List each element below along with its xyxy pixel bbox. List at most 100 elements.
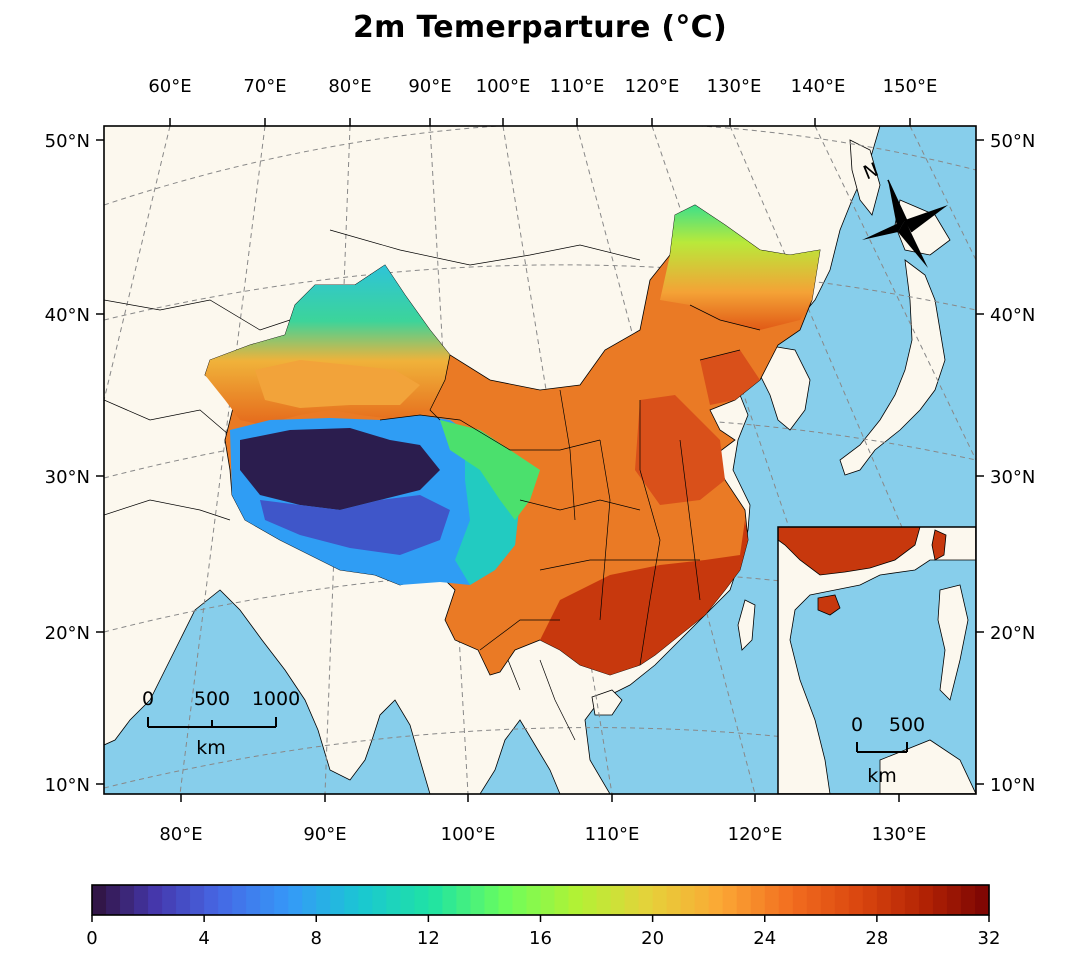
land-hainan <box>591 689 623 716</box>
colorbar-cell <box>820 885 836 915</box>
lat-label: 20°N <box>45 623 90 644</box>
colorbar-cell <box>596 885 612 915</box>
scale-bar: 0 500 1000 km <box>142 688 300 759</box>
land-korea <box>759 344 811 431</box>
inset-china-hot <box>778 527 921 576</box>
colorbar-ticks: 0 4 8 12 16 20 24 28 32 <box>86 915 1000 949</box>
colorbar-cell <box>120 885 135 915</box>
land-sakhalin <box>849 139 881 216</box>
colorbar-cell <box>862 885 878 915</box>
colorbar-cell <box>470 885 486 915</box>
colorbar-cell <box>792 885 808 915</box>
inset-panel <box>777 526 976 794</box>
colorbar-cell <box>162 885 177 915</box>
colorbar-cell <box>148 885 163 915</box>
colorbar-cell <box>106 885 121 915</box>
lon-label: 80°E <box>159 824 202 845</box>
lat-label: 30°N <box>990 467 1035 488</box>
lon-label: 120°E <box>728 824 783 845</box>
colorbar-cell <box>778 885 794 915</box>
colorbar-cell <box>484 885 500 915</box>
lon-label: 140°E <box>791 76 846 97</box>
colorbar-tick-label: 0 <box>86 928 97 949</box>
colorbar-cell <box>722 885 738 915</box>
frame-ticks <box>96 118 984 802</box>
colorbar-cell <box>260 885 275 915</box>
colorbar-tick-label: 12 <box>417 928 440 949</box>
top-lon-labels: 60°E 70°E 80°E 90°E 100°E 110°E 120°E 13… <box>148 76 937 97</box>
lon-label: 100°E <box>476 76 531 97</box>
colorbar-tick-label: 4 <box>198 928 209 949</box>
colorbar-cell <box>932 885 948 915</box>
lat-label: 10°N <box>990 775 1035 796</box>
lon-label: 90°E <box>303 824 346 845</box>
colorbar-cell <box>918 885 934 915</box>
colorbar-cell <box>666 885 682 915</box>
inset-hainan <box>817 594 841 616</box>
colorbar-cell <box>638 885 654 915</box>
colorbar-cell <box>610 885 626 915</box>
lat-label: 10°N <box>45 775 90 796</box>
lon-label: 70°E <box>243 76 286 97</box>
country-borders <box>104 229 641 741</box>
colorbar-cell <box>624 885 640 915</box>
inset-scale-tick: 500 <box>889 714 925 736</box>
colorbar-cell <box>134 885 149 915</box>
colorbar-cell <box>694 885 710 915</box>
lon-label: 60°E <box>148 76 191 97</box>
colorbar-cell <box>946 885 962 915</box>
colorbar-cell <box>190 885 205 915</box>
lon-label: 80°E <box>328 76 371 97</box>
scale-bar-unit: km <box>196 737 226 759</box>
colorbar-cell <box>582 885 598 915</box>
province-borders <box>379 304 761 666</box>
colorbar-cells <box>92 885 990 915</box>
qinghai <box>440 420 540 520</box>
land-japan <box>839 259 946 476</box>
lat-label: 40°N <box>990 305 1035 326</box>
tibet-mid <box>260 495 450 555</box>
colorbar-cell <box>736 885 752 915</box>
colorbar-cell <box>428 885 443 915</box>
lon-label: 130°E <box>707 76 762 97</box>
colorbar-cell <box>386 885 401 915</box>
northeast-cool <box>660 205 820 330</box>
land-taiwan <box>737 599 756 651</box>
colorbar-cell <box>512 885 528 915</box>
inset-scale-unit: km <box>867 765 897 787</box>
lon-label: 100°E <box>441 824 496 845</box>
colorbar-cell <box>372 885 387 915</box>
inset-borneo <box>879 739 976 794</box>
colorbar-cell <box>960 885 976 915</box>
lon-label: 130°E <box>872 824 927 845</box>
colorbar-tick-label: 20 <box>641 928 664 949</box>
colorbar-tick-label: 28 <box>865 928 888 949</box>
colorbar-tick-label: 32 <box>978 928 1001 949</box>
colorbar-cell <box>498 885 514 915</box>
colorbar-cell <box>92 885 107 915</box>
colorbar-tick-label: 24 <box>753 928 776 949</box>
colorbar-cell <box>176 885 191 915</box>
colorbar-cell <box>680 885 696 915</box>
colorbar-cell <box>400 885 415 915</box>
colorbar-cell <box>890 885 906 915</box>
colorbar-cell <box>848 885 864 915</box>
left-lat-labels: 50°N 40°N 30°N 20°N 10°N <box>45 131 90 796</box>
colorbar-cell <box>358 885 373 915</box>
colorbar-cell <box>232 885 247 915</box>
map-title: 2m Temerparture (°C) <box>352 10 728 45</box>
colorbar-cell <box>414 885 429 915</box>
colorbar-cell <box>554 885 570 915</box>
lon-label: 110°E <box>585 824 640 845</box>
colorbar-cell <box>218 885 233 915</box>
hot-liaoning <box>700 350 760 405</box>
lat-label: 50°N <box>45 131 90 152</box>
colorbar-cell <box>526 885 542 915</box>
scale-bar-tick: 500 <box>194 688 230 710</box>
xinjiang-basin <box>255 360 420 408</box>
inset-scale-tick: 0 <box>851 714 863 736</box>
inset-taiwan <box>931 529 947 561</box>
map-frame <box>103 125 977 795</box>
colorbar-cell <box>708 885 724 915</box>
